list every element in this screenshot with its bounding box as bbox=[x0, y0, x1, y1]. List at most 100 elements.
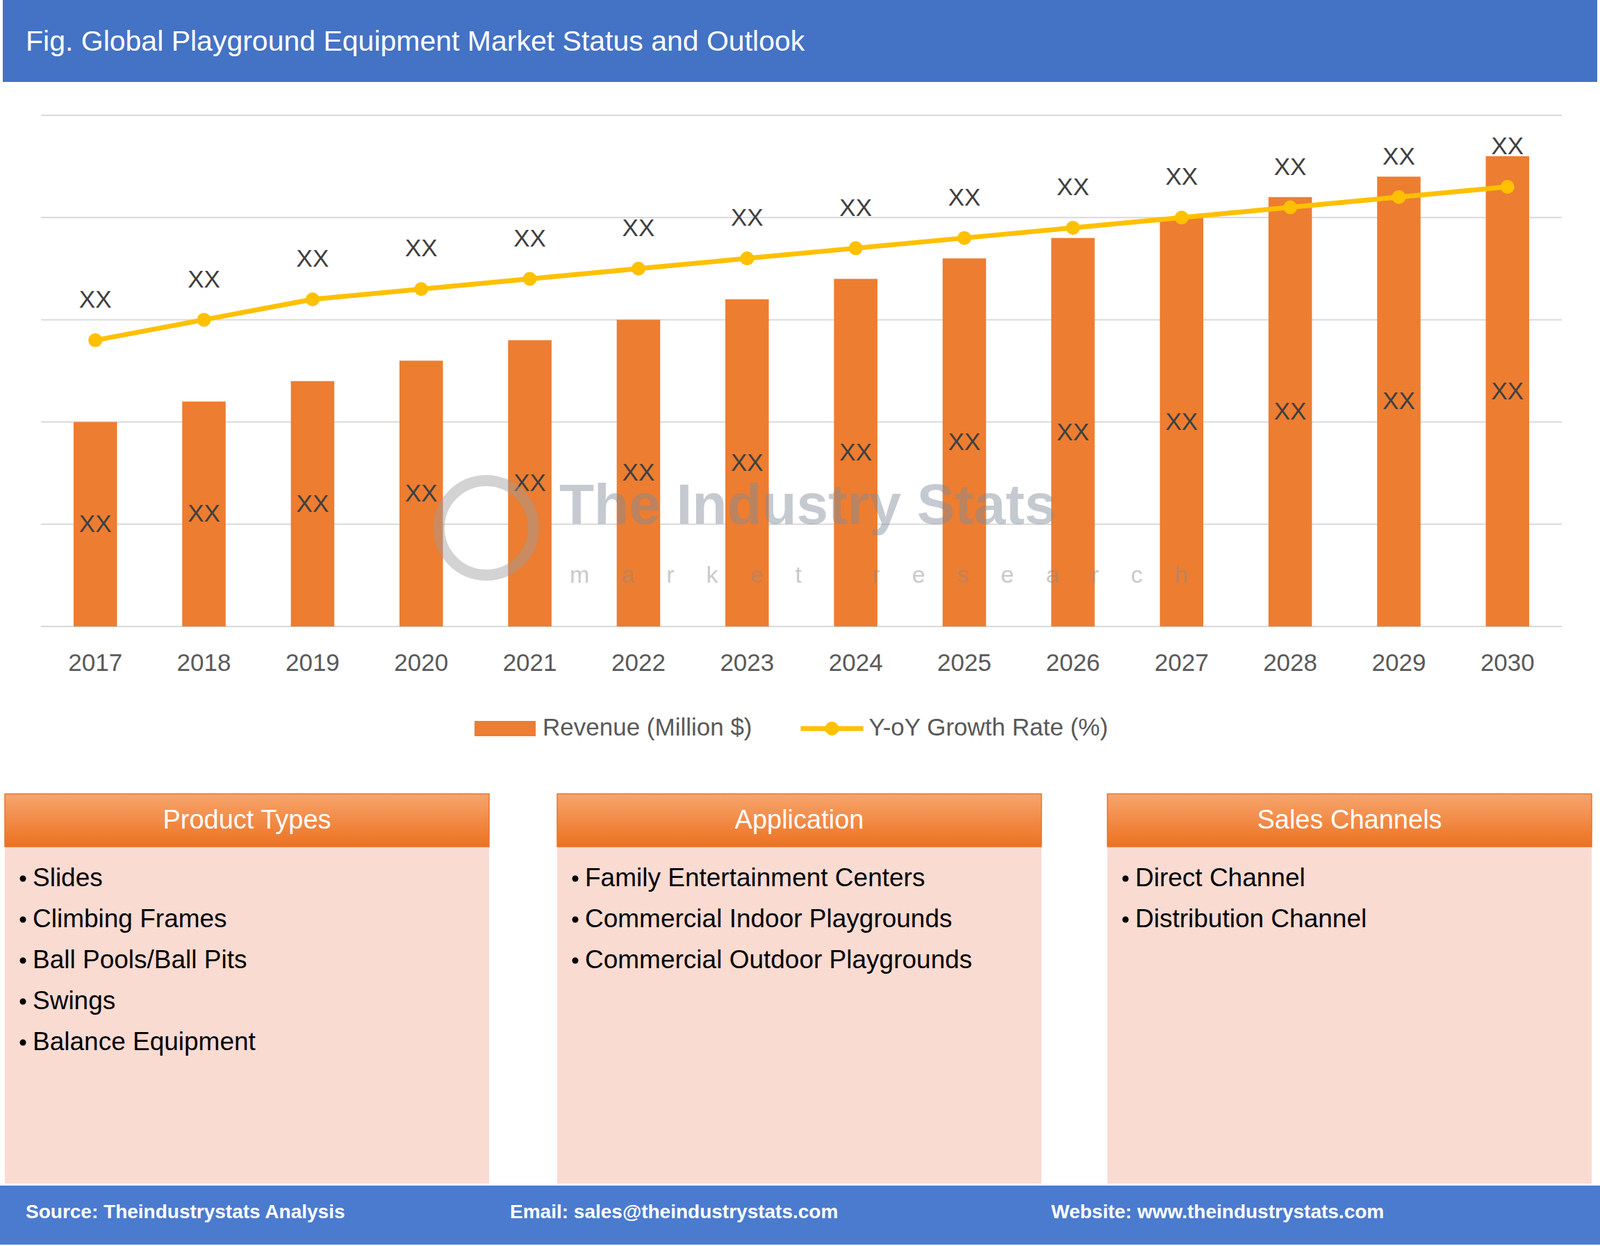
line bbox=[95, 186, 1508, 341]
x-tick-label: 2024 bbox=[828, 648, 884, 676]
x-tick-label: 2019 bbox=[285, 648, 340, 676]
bullet bbox=[20, 999, 27, 1006]
legend-label: Revenue (Million $) bbox=[542, 713, 753, 741]
legend-swatch bbox=[474, 721, 536, 737]
marker bbox=[631, 261, 646, 276]
data-label: XX bbox=[1382, 386, 1416, 415]
data-label: XX bbox=[1056, 172, 1090, 201]
bullet bbox=[20, 876, 27, 883]
marker bbox=[848, 241, 863, 255]
marker bbox=[305, 292, 320, 307]
marker bbox=[414, 282, 428, 296]
watermark: The Industry Statsmarket research bbox=[439, 472, 1220, 588]
panel-header bbox=[557, 794, 1042, 847]
grid-line bbox=[40, 216, 1562, 219]
data-label: XX bbox=[948, 427, 981, 456]
marker bbox=[1283, 200, 1298, 214]
marker bbox=[957, 231, 972, 246]
data-label: XX bbox=[79, 509, 112, 538]
footer-bar bbox=[0, 1185, 1600, 1245]
panel-item: Direct Channel bbox=[1135, 863, 1306, 893]
legend-label: Y-oY Growth Rate (%) bbox=[869, 713, 1109, 741]
data-label: XX bbox=[1490, 377, 1524, 405]
panel-item: Distribution Channel bbox=[1135, 904, 1367, 934]
panel: Sales Channels Direct Channel Distribution… bbox=[1107, 794, 1592, 1184]
panel: Application Family Entertainment Centers C… bbox=[557, 794, 1042, 1184]
panel-title: Application bbox=[735, 805, 865, 835]
x-tick-label: 2018 bbox=[177, 648, 232, 676]
x-tick-label: 2021 bbox=[502, 648, 558, 676]
panel-item: Swings bbox=[32, 986, 116, 1016]
watermark-title: The Industry Stats bbox=[559, 472, 1057, 536]
data-label: XX bbox=[187, 265, 221, 293]
title: Fig. Global Playground Equipment Market … bbox=[25, 25, 806, 57]
x-tick-label: 2030 bbox=[1480, 648, 1535, 676]
bar bbox=[1268, 197, 1313, 627]
panel-body bbox=[4, 846, 490, 1184]
marker bbox=[523, 272, 538, 287]
legend: Revenue (Million $) Y-oY Growth Rate (%) bbox=[474, 713, 1109, 741]
data-label: XX bbox=[296, 489, 330, 517]
x-tick-label: 2028 bbox=[1263, 648, 1318, 676]
data-label: XX bbox=[1274, 397, 1307, 425]
data-label: XX bbox=[405, 479, 438, 507]
x-tick-label: 2026 bbox=[1045, 648, 1100, 676]
bullet bbox=[572, 958, 579, 965]
bullet bbox=[20, 958, 27, 965]
bullet bbox=[572, 917, 579, 924]
title-bar bbox=[2, 0, 1598, 82]
data-label: XX bbox=[1165, 162, 1198, 190]
grid-line bbox=[40, 421, 1562, 424]
bar bbox=[182, 401, 226, 627]
panel-header bbox=[4, 794, 490, 847]
panel-title: Sales Channels bbox=[1256, 805, 1442, 835]
page: Fig. Global Playground Equipment Market … bbox=[0, 0, 1600, 1246]
footer-email: Email: sales@theindustrystats.com bbox=[509, 1201, 838, 1223]
grid bbox=[40, 115, 1562, 627]
marker bbox=[88, 333, 103, 348]
x-tick-label: 2022 bbox=[611, 648, 666, 676]
panel-body bbox=[557, 846, 1042, 1184]
x-tick-label: 2023 bbox=[719, 648, 774, 676]
data-label: XX bbox=[730, 203, 764, 231]
marker bbox=[1065, 220, 1080, 235]
grid-line bbox=[40, 114, 1562, 117]
bullet bbox=[1122, 876, 1129, 883]
grid-line bbox=[40, 318, 1562, 321]
watermark-icon bbox=[439, 480, 534, 576]
data-label: XX bbox=[187, 499, 221, 527]
bar bbox=[73, 422, 118, 627]
bullet bbox=[1122, 917, 1129, 924]
bullet bbox=[20, 917, 27, 924]
panel-title: Product Types bbox=[162, 805, 331, 835]
panel-item: Commercial Indoor Playgrounds bbox=[584, 904, 953, 934]
marks bbox=[73, 156, 1530, 627]
panel-item: Slides bbox=[32, 863, 103, 893]
marker bbox=[1174, 210, 1189, 225]
panel-item: Family Entertainment Centers bbox=[584, 863, 925, 893]
data-label: XX bbox=[1382, 142, 1416, 170]
bar bbox=[1376, 176, 1421, 627]
panel-item: Climbing Frames bbox=[32, 904, 228, 934]
data-label: XX bbox=[1490, 132, 1524, 160]
x-tick-label: 2029 bbox=[1372, 648, 1427, 676]
panel-header bbox=[1107, 794, 1592, 847]
bar bbox=[1486, 156, 1530, 627]
marker bbox=[1500, 179, 1515, 194]
data-label: XX bbox=[839, 438, 872, 466]
panel-body bbox=[1107, 846, 1592, 1184]
data-label: XX bbox=[622, 213, 656, 242]
panel-item: Commercial Outdoor Playgrounds bbox=[584, 945, 972, 975]
data-label: XX bbox=[1165, 407, 1198, 435]
x-tick-label: 2027 bbox=[1154, 648, 1209, 676]
x-tick-label: 2025 bbox=[937, 648, 992, 676]
marker bbox=[197, 312, 212, 327]
panel: Product TypesSlidesClimbing FramesBall P… bbox=[4, 794, 490, 1184]
data-label: XX bbox=[296, 244, 330, 272]
data-label: XX bbox=[79, 285, 112, 313]
panel-item: Balance Equipment bbox=[32, 1027, 257, 1057]
data-label: XX bbox=[513, 224, 547, 252]
data-label: XX bbox=[405, 234, 438, 262]
marker bbox=[1391, 190, 1406, 205]
x-tick-label: 2017 bbox=[68, 648, 123, 676]
